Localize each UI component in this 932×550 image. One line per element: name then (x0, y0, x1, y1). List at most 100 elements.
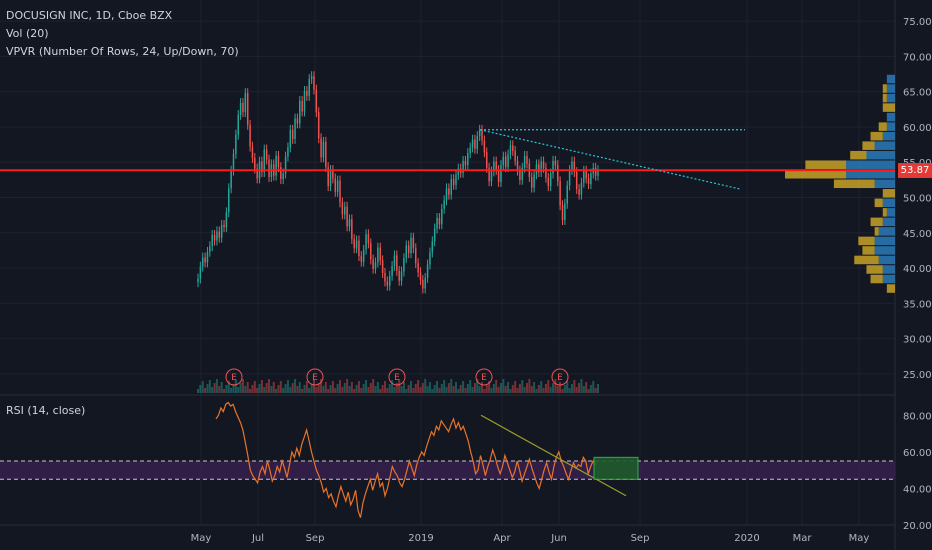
volume-bar (286, 380, 289, 393)
candle-body (445, 188, 448, 201)
volume-bar (417, 380, 420, 393)
volume-bar (542, 388, 545, 393)
volume-bar (388, 384, 391, 393)
price-tick-label: 40.00 (903, 264, 932, 275)
volume-bar (398, 379, 401, 393)
price-tick-label: 60.00 (903, 123, 932, 134)
volume-bar (386, 388, 389, 393)
volume-bar (481, 382, 484, 393)
candle-body (557, 165, 559, 182)
vpvr-up-bar (886, 208, 895, 217)
candle-body (329, 169, 332, 187)
volume-bar (291, 383, 294, 393)
trendlines[interactable] (479, 129, 745, 190)
vpvr-down-bar (882, 93, 887, 103)
volume-bar (570, 384, 573, 393)
vpvr-up-bar (882, 217, 895, 227)
volume-bar (412, 388, 415, 393)
volume-bar (502, 379, 505, 393)
price-axis[interactable]: 75.0070.0065.0060.0055.0050.0045.0040.00… (903, 17, 932, 381)
dotted-descending-trendline (479, 129, 741, 190)
vpvr-down-bar (882, 103, 895, 112)
volume-bar (438, 388, 441, 393)
candle-body (211, 234, 213, 247)
vpvr-up-bar (878, 227, 895, 236)
candle-body (230, 170, 232, 189)
volume-bar (426, 386, 429, 393)
candle-body (199, 266, 202, 279)
candle-body (280, 167, 282, 180)
volume-bar (476, 379, 479, 393)
volume-bar (308, 388, 311, 393)
volume-bar (339, 380, 342, 393)
candle-body (419, 272, 422, 281)
earnings-marker-circle (388, 368, 406, 386)
vpvr-down-bar (878, 122, 887, 131)
volume-bar (383, 381, 386, 393)
candle-body (542, 161, 545, 168)
volume-bar (268, 379, 271, 393)
volume-bar (317, 383, 320, 393)
candle-body (530, 177, 533, 188)
candle-body (462, 160, 464, 173)
earnings-marker-circle (306, 368, 324, 386)
vpvr-up-bar (882, 274, 895, 284)
candle-body (242, 102, 244, 113)
price-tick-label: 70.00 (903, 52, 932, 63)
price-tick-label: 75.00 (903, 17, 932, 28)
volume-bar (492, 384, 495, 393)
rsi-axis[interactable]: 80.00 60.00 40.00 20.00 (903, 411, 932, 532)
volume-bar (303, 385, 306, 393)
volume-bar (244, 386, 247, 393)
vpvr-down-bar (785, 169, 847, 179)
volume-bar (301, 389, 304, 393)
volume-bar (535, 389, 538, 393)
time-tick-label: Sep (306, 533, 325, 544)
candle-body (538, 164, 540, 173)
symbol-legend[interactable]: DOCUSIGN INC, 1D, Cboe BZX (6, 9, 173, 22)
vpvr-up-bar (874, 179, 895, 189)
volume-bar (428, 382, 431, 393)
candle-body (251, 146, 254, 158)
candle-body (370, 243, 372, 260)
candle-body (467, 153, 469, 166)
candle-body (362, 249, 365, 262)
volume-bar (277, 385, 280, 393)
volume-bar (234, 380, 237, 393)
candle-body (436, 217, 438, 229)
candle-body (289, 129, 292, 148)
candle-body (575, 172, 578, 190)
candle-body (201, 257, 204, 267)
volume-bar (206, 384, 209, 393)
price-tick-label: 65.00 (903, 88, 932, 99)
candle-body (495, 161, 497, 170)
time-axis[interactable]: May Jul Sep 2019 Apr Jun Sep 2020 Mar May (191, 533, 870, 544)
candle-body (216, 231, 218, 241)
candle-body (268, 159, 270, 178)
volume-legend[interactable]: Vol (20) (6, 27, 49, 40)
candle-body (424, 277, 426, 289)
candle-body (325, 141, 327, 168)
volume-bar (213, 383, 216, 393)
volume-bar (334, 388, 337, 393)
candle-body (457, 168, 460, 175)
candle-body (412, 237, 415, 249)
candle-body (381, 260, 384, 273)
price-tick-label: 45.00 (903, 229, 932, 240)
time-tick-label: Sep (631, 533, 650, 544)
vpvr-up-bar (882, 265, 895, 274)
rsi-legend[interactable]: RSI (14, close) (6, 404, 86, 417)
volume-bar (473, 383, 476, 393)
volume-bar (410, 381, 413, 393)
volume-bar (204, 388, 207, 393)
vpvr-up-bar (866, 150, 895, 160)
vpvr-legend[interactable]: VPVR (Number Of Rows, 24, Up/Down, 70) (6, 45, 239, 58)
candle-body (410, 237, 412, 254)
candle-body (244, 93, 247, 113)
candle-body (296, 118, 299, 124)
candle-body (391, 265, 393, 276)
candle-body (365, 234, 367, 250)
volume-bar (469, 380, 472, 393)
